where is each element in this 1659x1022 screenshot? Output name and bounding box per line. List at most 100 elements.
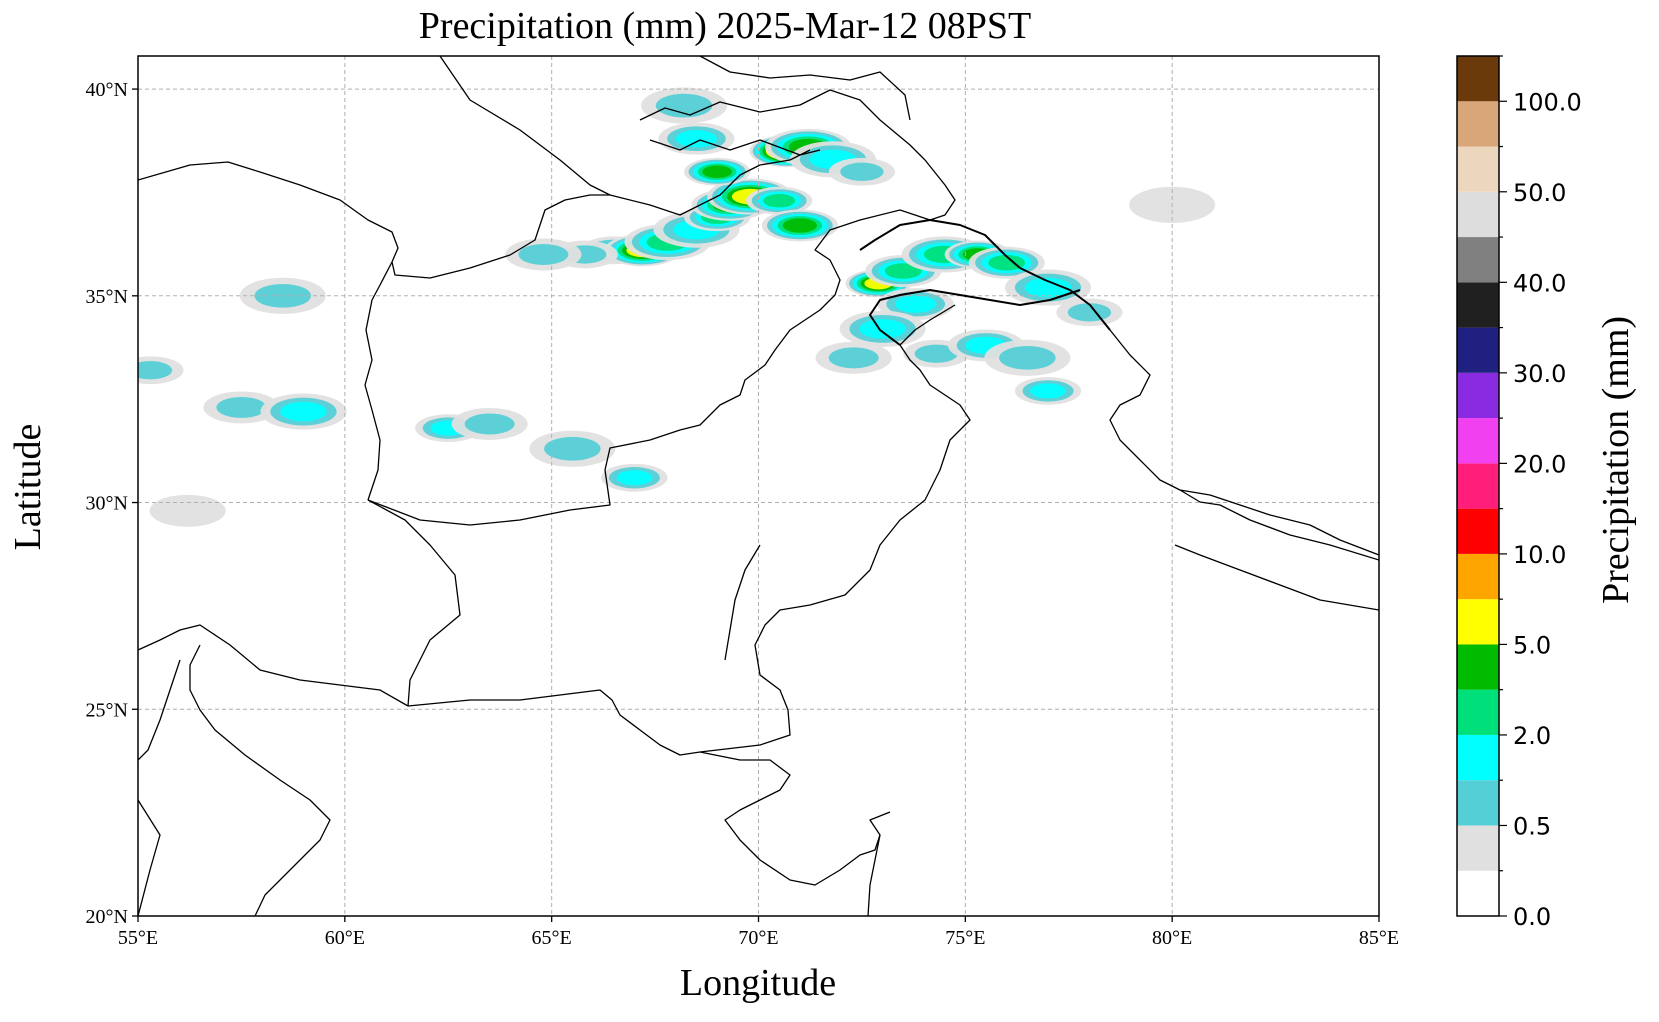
y-tick-label: 40°N [86,79,128,101]
x-tick-label: 60°E [325,927,365,949]
x-axis-ticks: 55°E 60°E 65°E 70°E 75°E 80°E 85°E [118,916,1399,949]
precip-contour [1030,383,1066,399]
border-china-west [924,159,956,221]
coast-india-west [867,834,881,916]
colorbar-segment [1457,101,1499,147]
colorbar-segment [1457,825,1499,871]
precip-contour [138,361,173,380]
border-kyrgyz [639,89,926,161]
colorbar-label: Precipitation (mm) [1595,316,1637,604]
precip-contour [884,263,922,279]
colorbar-segment [1457,599,1499,645]
x-tick-label: 70°E [738,927,778,949]
precip-contour [782,218,817,233]
precip-cell [684,157,751,186]
colorbar-segment [1457,870,1499,916]
border-nepal [1179,489,1379,561]
precip-cell [984,339,1071,376]
border-afghan-north [609,149,811,216]
precip-cell [839,310,926,347]
y-axis-ticks: 20°N 25°N 30°N 35°N 40°N [86,79,138,928]
precip-cell [746,186,813,215]
border-kazakh-south [699,56,911,121]
precip-cell [658,122,735,155]
x-tick-label: 80°E [1152,927,1192,949]
precip-cell [239,277,326,314]
x-axis-label: Longitude [680,962,836,1004]
border-india-china [1109,329,1379,556]
colorbar-tick-label: 0.0 [1513,903,1551,931]
colorbar-tick-label: 50.0 [1513,179,1566,207]
colorbar-tick-label: 30.0 [1513,360,1566,388]
colorbar-segment [1457,372,1499,419]
border-turkmenistan-north [138,161,399,263]
colorbar-segment [1457,237,1499,283]
precipitation-field [138,87,1216,527]
precip-contour [840,162,884,181]
coast-gujarat [699,751,891,886]
precip-cell [641,87,728,124]
precip-contour [518,243,569,265]
border-iran-turkmenistan [391,194,610,279]
y-tick-label: 30°N [86,493,128,515]
x-tick-label: 55°E [118,927,158,949]
border-kashmir-loc [869,289,1081,346]
coast-pakistan [407,689,701,756]
y-tick-label: 20°N [86,906,128,928]
colorbar-segment [1457,463,1499,509]
precip-contour [763,193,796,208]
border-oman-west [138,659,181,761]
border-pakistan-india [699,304,971,753]
precip-contour [999,345,1056,370]
precip-cell [815,341,892,374]
colorbar-tick-label: 40.0 [1513,269,1566,297]
y-axis-label: Latitude [7,424,49,551]
precip-cell [138,356,184,385]
border-tajik [649,139,821,156]
x-tick-label: 65°E [532,927,572,949]
colorbar-tick-label: 20.0 [1513,450,1566,478]
colorbar-segment [1457,191,1499,238]
colorbar-tick-label: 2.0 [1513,722,1551,750]
colorbar-segment [1457,553,1499,600]
border-kashmir-north [859,219,1111,331]
coast-iran-south [138,624,409,707]
x-tick-label: 75°E [945,927,985,949]
precip-contour [859,319,906,339]
precip-contour [544,436,601,461]
precip-cell [529,430,616,467]
colorbar-tick-label: 0.5 [1513,812,1551,840]
border-uzbek-turkmen [439,56,611,196]
precip-cell [505,238,582,271]
precip-contour [675,130,718,148]
colorbar-segment [1457,508,1499,554]
precip-cell [203,391,280,424]
precip-contour [988,254,1026,271]
precip-contour [1067,303,1112,322]
colorbar-segment [1457,689,1499,735]
precip-contour [828,347,879,369]
precip-cell [149,494,226,527]
precip-cell [451,407,528,440]
colorbar-segment [1457,734,1499,781]
colorbar-tick-label: 5.0 [1513,631,1551,659]
y-tick-label: 25°N [86,699,128,721]
border-iran-afghan [364,261,393,501]
colorbar-segment [1457,146,1499,192]
colorbar-tick-label: 10.0 [1513,541,1566,569]
border-pakistan-iran [367,499,461,707]
coast-oman [189,644,331,916]
colorbar-segment [1457,282,1499,328]
x-tick-label: 85°E [1359,927,1399,949]
y-tick-label: 35°N [86,286,128,308]
precip-contour [1024,277,1072,298]
colorbar-segment [1457,327,1499,373]
precip-cell [828,157,896,186]
precip-contour [280,401,327,422]
colorbar-tick-label: 100.0 [1513,88,1582,116]
colorbar-segment [1457,418,1499,464]
precip-contour [702,165,733,179]
border-afghan-pakistan [367,209,931,526]
colorbar-frame [1456,55,1500,917]
